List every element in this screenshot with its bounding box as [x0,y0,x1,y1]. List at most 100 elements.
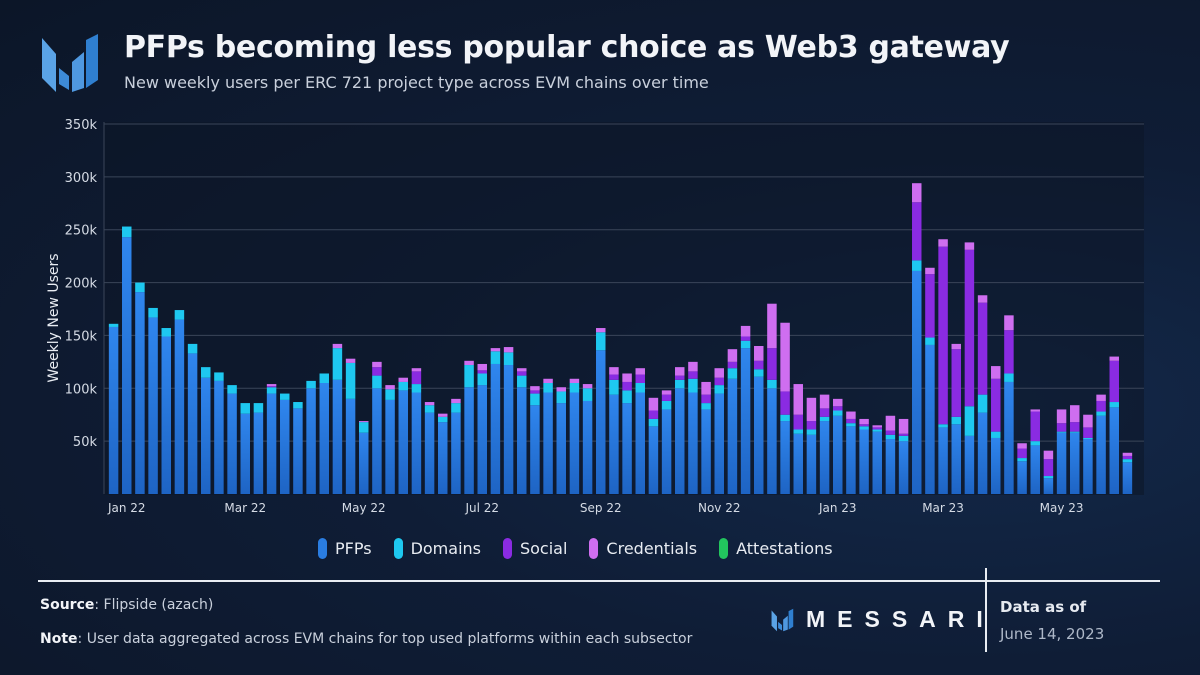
bar-stack[interactable] [872,425,882,494]
bar-stack[interactable] [806,397,817,494]
bar-segment-domains [293,402,303,409]
bar-stack[interactable] [187,343,198,494]
bar-stack[interactable] [859,418,869,494]
bar-stack[interactable] [372,361,382,494]
bar-stack[interactable] [122,226,132,495]
legend-item-social[interactable]: Social [502,538,567,559]
bar-stack[interactable] [398,377,408,494]
bar-stack[interactable] [780,322,790,494]
bar-stack[interactable] [319,373,329,494]
bar-stack[interactable] [569,378,580,494]
bar-stack[interactable] [503,347,514,494]
legend-item-pfps[interactable]: PFPs [318,538,372,559]
bar-stack[interactable] [1083,414,1093,494]
bar-stack[interactable] [661,390,672,494]
bar-stack[interactable] [596,328,606,494]
bar-stack[interactable] [701,381,711,494]
bar-stack[interactable] [740,325,751,494]
bar-stack[interactable] [135,282,145,494]
bar-stack[interactable] [582,384,593,494]
bar-stack[interactable] [1017,443,1027,494]
bar-stack[interactable] [517,368,527,494]
bar-stack[interactable] [648,397,659,494]
bar-stack[interactable] [293,402,303,494]
bar-stack[interactable] [306,380,316,494]
bar-stack[interactable] [556,387,566,494]
bar-stack[interactable] [898,418,909,494]
bar-stack[interactable] [977,295,988,494]
bar-stack[interactable] [161,328,171,494]
bar-stack[interactable] [253,403,264,494]
bar-segment-domains [648,418,659,427]
bar-segment-credentials [1109,356,1119,361]
bar-stack[interactable] [332,343,343,494]
bar-stack[interactable] [846,411,856,494]
bar-stack[interactable] [912,183,922,494]
bar-stack[interactable] [1056,409,1067,494]
bar-segment-domains [688,378,698,393]
bar-stack[interactable] [359,421,369,494]
bar-stack[interactable] [214,372,224,494]
bar-stack[interactable] [424,402,435,494]
bar-segment-domains [582,388,593,401]
bar-stack[interactable] [622,373,632,494]
legend-item-credentials[interactable]: Credentials [589,538,697,559]
bar-stack[interactable] [1043,450,1054,494]
bar-segment-domains [991,431,1001,438]
bar-stack[interactable] [964,242,975,494]
bar-stack[interactable] [635,368,645,494]
bar-stack[interactable] [438,413,448,494]
bar-stack[interactable] [543,378,553,494]
bar-stack[interactable] [1004,315,1014,494]
bar-segment-pfps [280,399,290,494]
bar-stack[interactable] [925,267,935,494]
bar-stack[interactable] [1109,356,1119,494]
legend-item-domains[interactable]: Domains [393,538,481,559]
bar-stack[interactable] [819,394,830,494]
bar-segment-pfps [517,387,527,494]
bar-stack[interactable] [938,239,948,494]
bar-segment-domains [1043,476,1054,479]
bar-stack[interactable] [714,368,724,494]
bar-stack[interactable] [951,343,961,494]
bar-stack[interactable] [148,307,158,494]
bar-stack[interactable] [385,385,395,494]
bar-stack[interactable] [345,358,356,494]
bar-stack[interactable] [464,360,474,494]
bar-segment-pfps [727,378,738,494]
bar-stack[interactable] [885,415,896,494]
bar-stack[interactable] [767,303,777,494]
bar-stack[interactable] [793,384,803,494]
bar-stack[interactable] [240,403,250,494]
bar-stack[interactable] [991,366,1001,494]
bar-stack[interactable] [688,361,698,494]
bar-segment-domains [885,434,896,440]
bar-stack[interactable] [201,367,211,494]
bar-stack[interactable] [1070,405,1080,494]
bar-stack[interactable] [477,363,487,494]
bar-segment-domains [1017,458,1027,462]
messari-brand: MESSARI [770,606,995,633]
bar-segment-domains [398,381,408,391]
bar-stack[interactable] [266,384,277,494]
bar-stack[interactable] [530,386,540,494]
bar-stack[interactable] [1122,452,1133,494]
y-tick-label: 250k [65,224,98,239]
bar-stack[interactable] [833,398,843,494]
bar-stack[interactable] [727,349,738,494]
bar-stack[interactable] [675,367,685,494]
bar-stack[interactable] [1030,409,1040,494]
bar-segment-pfps [767,388,777,494]
bar-stack[interactable] [1096,394,1106,494]
bar-stack[interactable] [174,310,185,494]
bar-stack[interactable] [490,348,501,494]
bar-stack[interactable] [280,393,290,494]
bar-segment-domains [214,372,224,381]
bar-stack[interactable] [754,346,764,494]
bar-stack[interactable] [451,398,461,494]
legend-item-attestations[interactable]: Attestations [719,538,833,559]
bar-stack[interactable] [609,367,619,494]
bar-stack[interactable] [108,323,119,494]
bar-stack[interactable] [227,385,237,494]
bar-stack[interactable] [411,368,422,494]
